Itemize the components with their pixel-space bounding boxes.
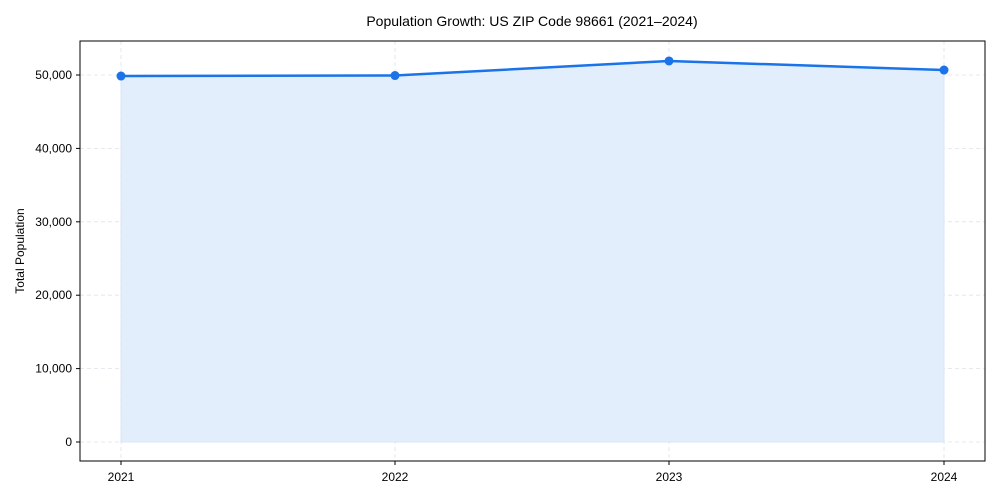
y-tick-label: 30,000 bbox=[35, 215, 72, 229]
x-tick-label: 2023 bbox=[656, 470, 683, 484]
data-point-2024 bbox=[939, 65, 949, 75]
y-tick-label: 0 bbox=[65, 435, 72, 449]
x-tick-label: 2024 bbox=[931, 470, 958, 484]
y-axis-label: Total Population bbox=[13, 208, 27, 293]
data-line bbox=[120, 59, 945, 78]
chart-title: Population Growth: US ZIP Code 98661 (20… bbox=[366, 13, 697, 29]
data-points bbox=[116, 56, 949, 81]
data-point-2022 bbox=[390, 71, 400, 81]
data-point-2023 bbox=[664, 56, 674, 66]
y-tick-label: 40,000 bbox=[35, 141, 72, 155]
y-axis-ticks: 0 10,000 20,000 30,000 40,000 50,000 bbox=[35, 68, 80, 449]
area-fill bbox=[120, 60, 945, 443]
x-axis-ticks: 2021 2022 2023 2024 bbox=[108, 461, 958, 484]
y-tick-label: 20,000 bbox=[35, 288, 72, 302]
data-point-2021 bbox=[116, 71, 126, 81]
y-tick-label: 10,000 bbox=[35, 362, 72, 376]
x-tick-label: 2021 bbox=[108, 470, 135, 484]
y-tick-label: 50,000 bbox=[35, 68, 72, 82]
x-tick-label: 2022 bbox=[382, 470, 409, 484]
plot-frame bbox=[79, 40, 986, 462]
